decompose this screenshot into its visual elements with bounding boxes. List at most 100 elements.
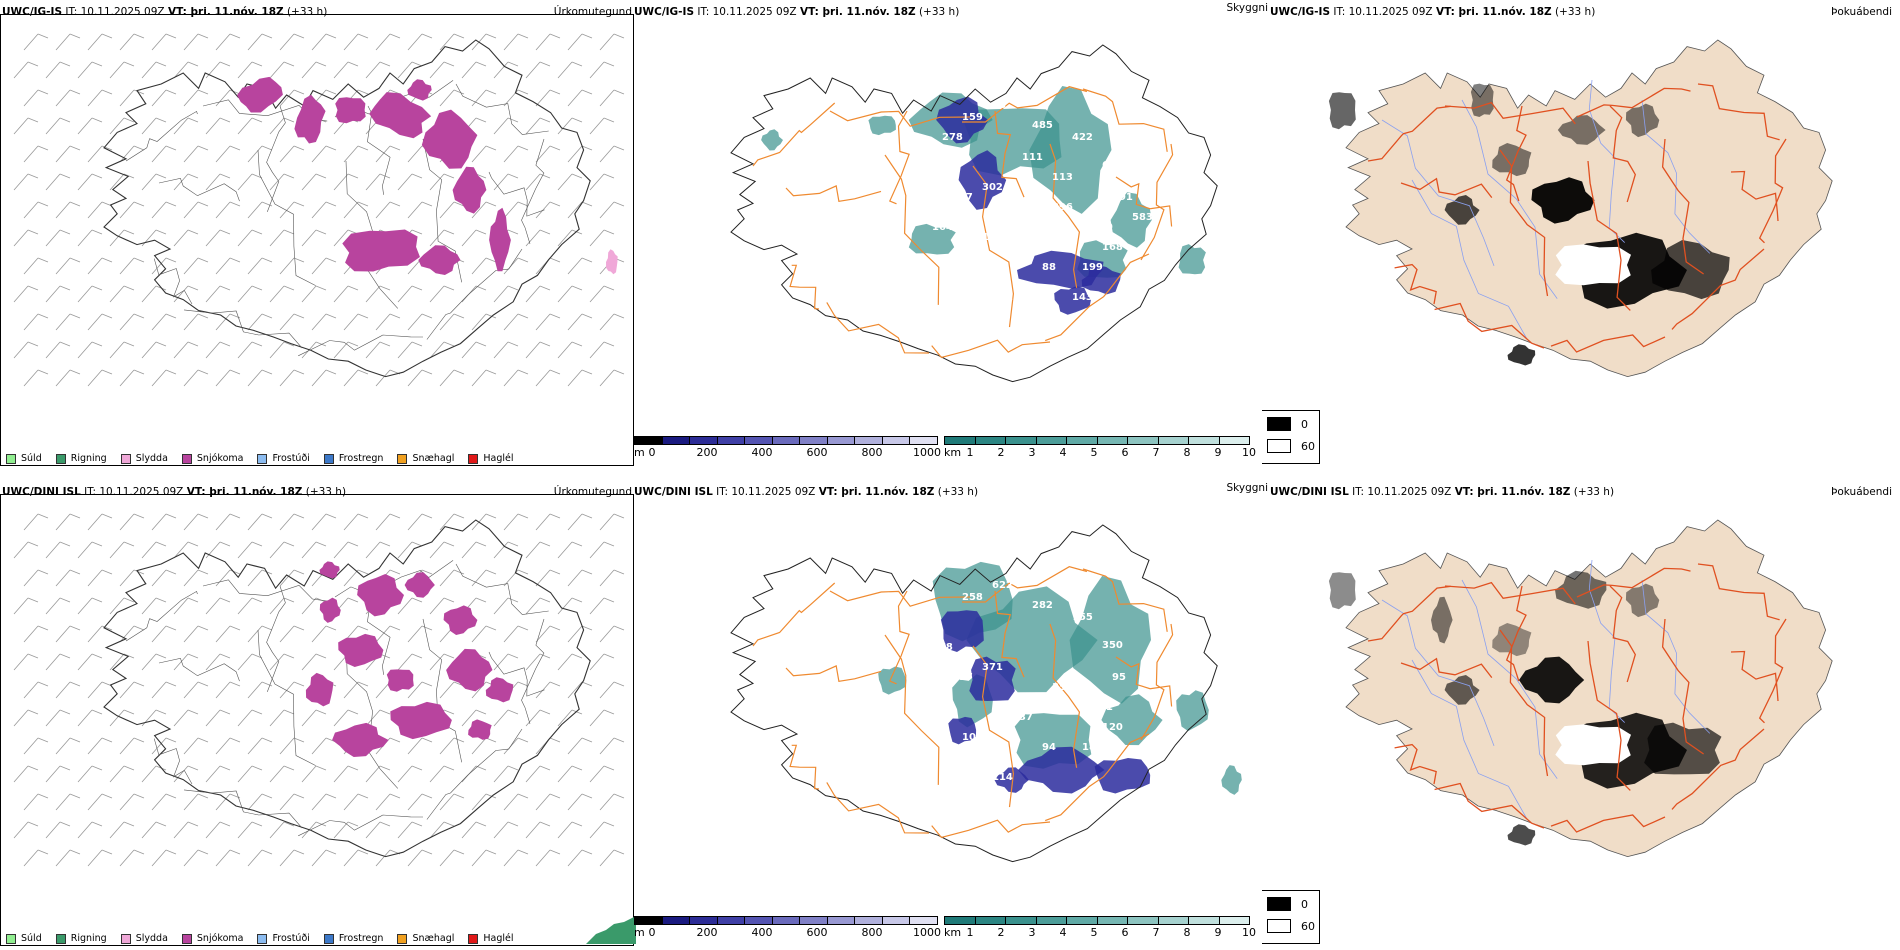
roads bbox=[1367, 563, 1787, 833]
colorbar-swatch bbox=[1219, 917, 1249, 924]
legend-label: Súld bbox=[21, 933, 42, 944]
legend-label: Súld bbox=[21, 453, 42, 464]
model-label: UWC/DINI ISL bbox=[634, 486, 713, 498]
wind-barbs bbox=[13, 33, 625, 387]
fog-legend-black-label: 0 bbox=[1301, 898, 1308, 911]
legend-label: Snæhagl bbox=[412, 453, 455, 464]
colorbar-swatch bbox=[855, 437, 883, 444]
colorbar-swatch bbox=[827, 437, 856, 444]
fog-legend: 0 60 bbox=[1262, 890, 1320, 944]
cloud-base-label: 120 bbox=[1102, 722, 1123, 733]
panel-title: Þokuábendi bbox=[1831, 486, 1892, 498]
height-tick: 1000 bbox=[913, 926, 941, 939]
dark-areas bbox=[936, 96, 1121, 315]
height-tick: 1000 bbox=[913, 446, 941, 459]
colorbar-swatch bbox=[717, 917, 746, 924]
lead-time: (+33 h) bbox=[1573, 486, 1615, 498]
legend-label: Haglél bbox=[483, 453, 514, 464]
fog-legend: 0 60 bbox=[1262, 410, 1320, 464]
legend-item: Súld bbox=[6, 453, 42, 464]
init-time: IT: 10.11.2025 09Z bbox=[84, 486, 184, 498]
cloud-base-label: 350 bbox=[1052, 682, 1073, 693]
interior-lines bbox=[125, 560, 549, 837]
panel-header: UWC/DINI ISL IT: 10.11.2025 09Z VT: þri.… bbox=[1270, 486, 1614, 498]
map-frame bbox=[0, 494, 634, 946]
cloud-base-label: 350 bbox=[1102, 640, 1123, 651]
precip-legend: Súld Rigning Slydda Snjókoma Frostúði Frostre… bbox=[6, 933, 514, 944]
panel-title: Skyggni bbox=[1226, 2, 1269, 14]
colorbar-swatch bbox=[1067, 917, 1098, 924]
cloud-vis-panel-row1: UWC/IG-IS IT: 10.11.2025 09Z VT: þri. 11… bbox=[632, 0, 1272, 470]
legend-item: Frostúði bbox=[257, 933, 310, 944]
vis-tick: 9 bbox=[1214, 926, 1222, 939]
precip-legend: Súld Rigning Slydda Snjókoma Frostúði Frostre… bbox=[6, 453, 514, 464]
legend-item: Frostúði bbox=[257, 453, 310, 464]
legend-swatch bbox=[257, 453, 268, 464]
init-time: IT: 10.11.2025 09Z bbox=[1352, 486, 1452, 498]
cloud-base-label: 182 bbox=[1082, 742, 1103, 753]
colorbar-swatch bbox=[690, 917, 718, 924]
colorbar-swatch bbox=[827, 917, 856, 924]
iceland-outline bbox=[730, 44, 1218, 383]
fog-map bbox=[1328, 39, 1833, 378]
legend-item: Frostregn bbox=[323, 453, 383, 464]
cloud-base-label: 113 bbox=[1052, 172, 1073, 183]
legend-swatch bbox=[120, 453, 131, 464]
iceland-fill bbox=[1345, 519, 1833, 858]
colorbar-swatch bbox=[1097, 437, 1128, 444]
panel-header: UWC/IG-IS IT: 10.11.2025 09Z VT: þri. 11… bbox=[2, 6, 327, 18]
legend-swatch bbox=[397, 933, 408, 944]
init-time: IT: 10.11.2025 09Z bbox=[65, 6, 165, 18]
legend-item: Rigning bbox=[55, 933, 107, 944]
panel-title: Úrkomutegund bbox=[553, 486, 632, 498]
vis-tick: 2 bbox=[997, 926, 1005, 939]
fog-legend-white bbox=[1267, 439, 1291, 453]
cloud-base-label: 450 bbox=[1012, 232, 1033, 243]
colorbar-swatch bbox=[945, 917, 976, 924]
colorbar-swatch bbox=[662, 917, 691, 924]
precip-type-panel-row2: UWC/DINI ISL IT: 10.11.2025 09Z VT: þri.… bbox=[0, 480, 636, 950]
cloud-base-label: 88 bbox=[992, 100, 1006, 111]
panel-title: Úrkomutegund bbox=[553, 6, 632, 18]
valid-time: VT: þri. 11.nóv. 18Z bbox=[1454, 486, 1571, 498]
legend-swatch bbox=[181, 453, 192, 464]
height-unit: m bbox=[634, 446, 645, 459]
vis-tick: 3 bbox=[1028, 926, 1036, 939]
legend-swatch bbox=[55, 453, 66, 464]
colorbar-swatch bbox=[1067, 437, 1098, 444]
colorbar-swatch bbox=[635, 917, 663, 924]
colorbar-swatch bbox=[910, 917, 938, 924]
cloud-base-label: 101 bbox=[962, 732, 983, 743]
snow-areas bbox=[305, 561, 514, 757]
rain-patch bbox=[586, 916, 636, 944]
colorbar-swatch bbox=[1036, 437, 1067, 444]
model-label: UWC/IG-IS bbox=[2, 6, 63, 18]
cloud-base-label: 755 bbox=[1072, 612, 1093, 623]
colorbar-swatch bbox=[1189, 917, 1220, 924]
vis-colorbar bbox=[944, 916, 1250, 925]
precip-type-map bbox=[13, 513, 625, 867]
cloud-base-label: 622 bbox=[992, 580, 1013, 591]
fog-shading bbox=[1328, 570, 1722, 846]
fog-legend-white bbox=[1267, 919, 1291, 933]
legend-swatch bbox=[55, 933, 66, 944]
vis-tick: 10 bbox=[1242, 446, 1256, 459]
fog-legend-black bbox=[1267, 417, 1291, 431]
colorbar-swatch bbox=[882, 437, 911, 444]
lead-time: (+33 h) bbox=[1554, 6, 1596, 18]
legend-label: Snjókoma bbox=[196, 453, 244, 464]
map-frame bbox=[0, 14, 634, 466]
valid-time: VT: þri. 11.nóv. 18Z bbox=[186, 486, 303, 498]
colorbar-swatch bbox=[1219, 437, 1249, 444]
init-time: IT: 10.11.2025 09Z bbox=[716, 486, 816, 498]
height-tick: 0 bbox=[648, 446, 656, 459]
legend-item: Snæhagl bbox=[397, 933, 454, 944]
legend-label: Frostregn bbox=[338, 933, 384, 944]
cloud-base-label: 137 bbox=[952, 192, 973, 203]
vis-tick: 7 bbox=[1152, 926, 1160, 939]
height-tick: 600 bbox=[806, 926, 828, 939]
panel-header: UWC/DINI ISL IT: 10.11.2025 09Z VT: þri.… bbox=[634, 486, 978, 498]
vis-tick: 8 bbox=[1183, 446, 1191, 459]
vis-tick: 9 bbox=[1214, 446, 1222, 459]
legend-item: Súld bbox=[6, 933, 42, 944]
